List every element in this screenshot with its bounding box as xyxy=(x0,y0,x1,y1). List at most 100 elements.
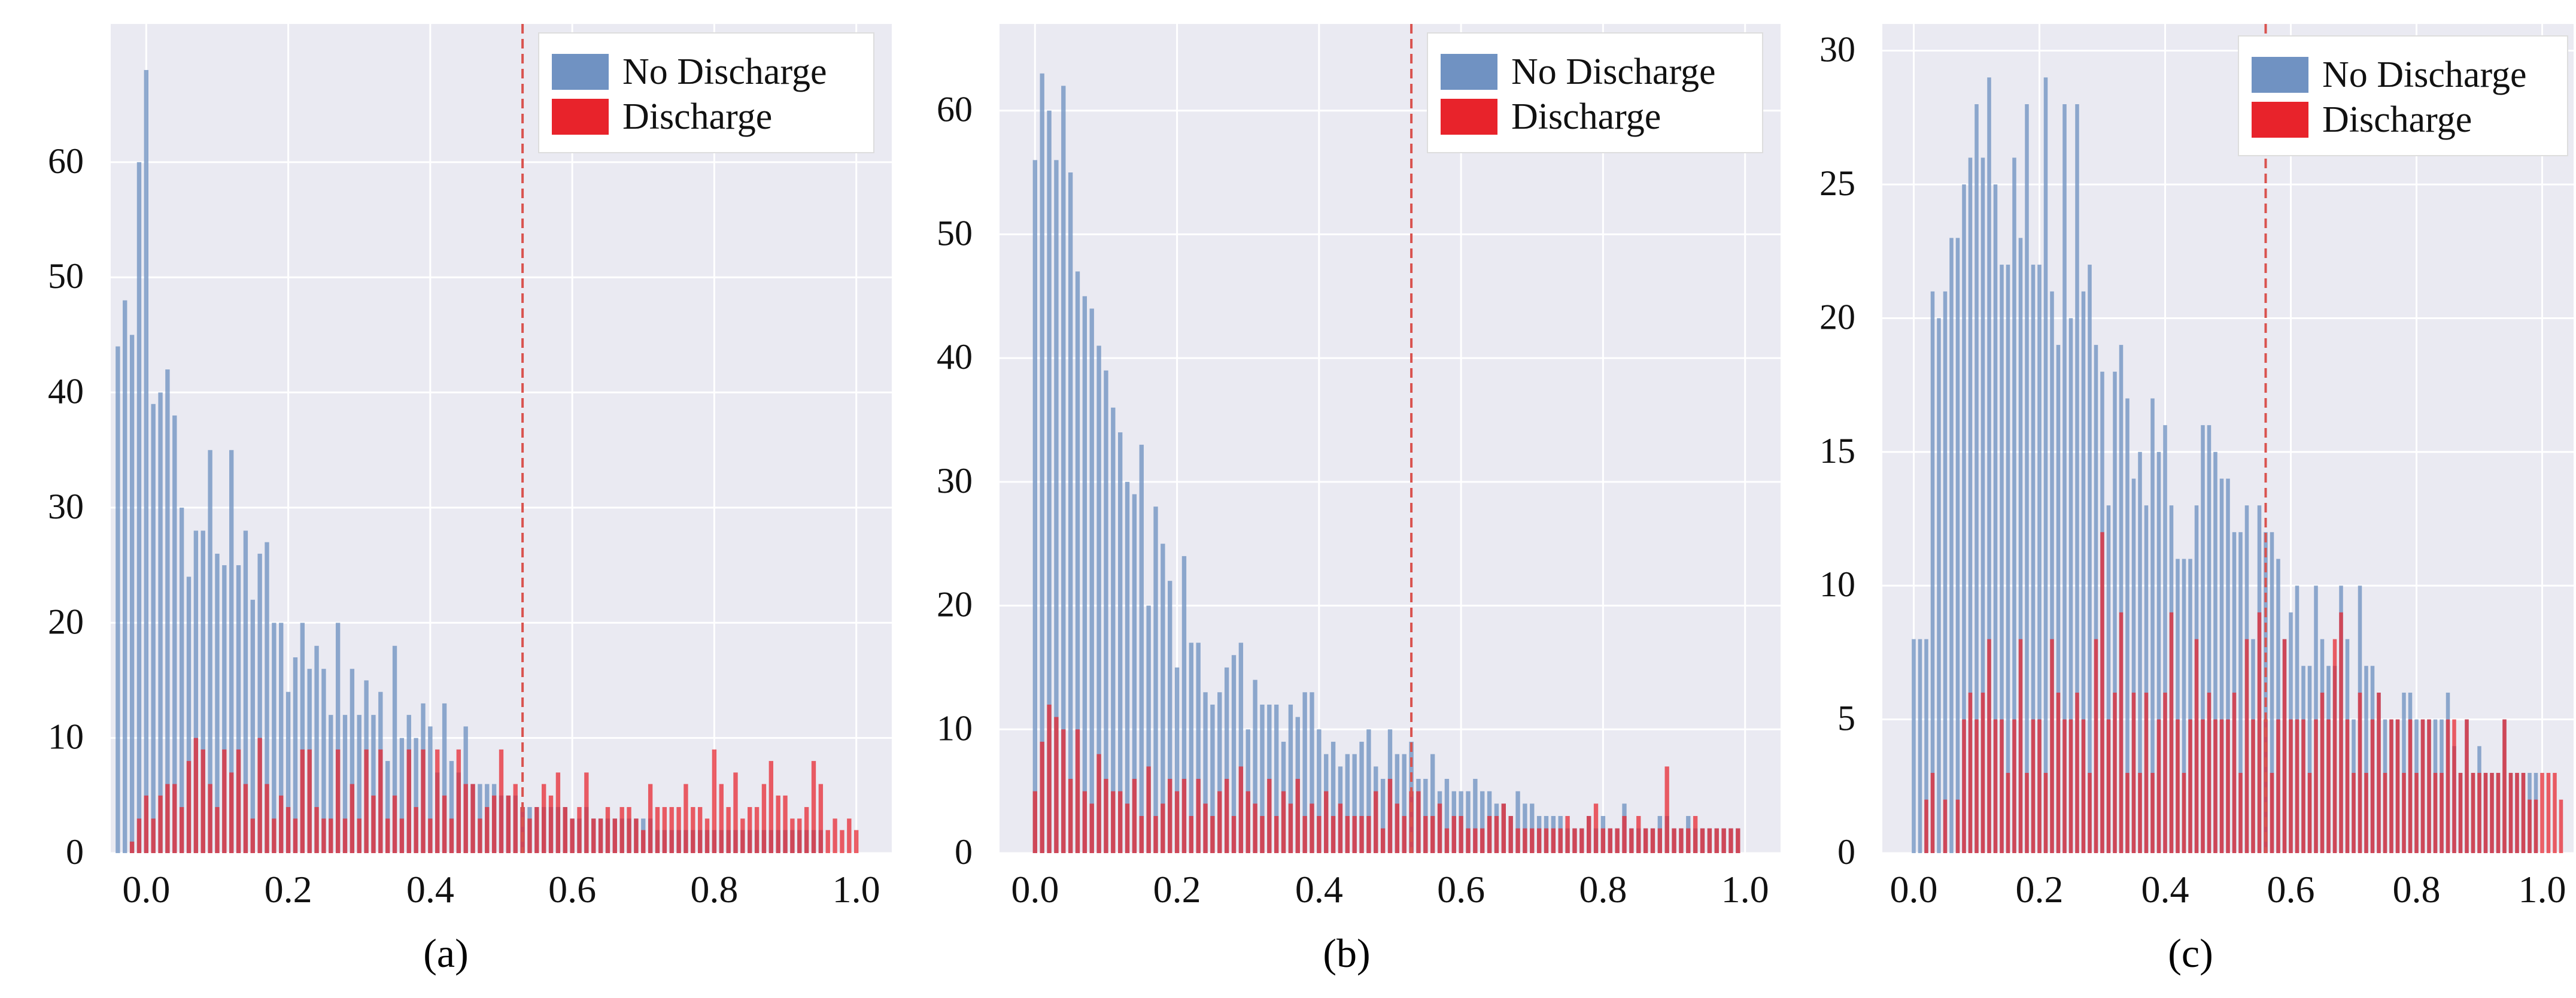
bar-no-discharge xyxy=(2144,505,2149,853)
bar-discharge xyxy=(2075,692,2079,853)
bar-no-discharge xyxy=(1987,77,1991,853)
bar-discharge xyxy=(2264,719,2268,853)
bar-discharge xyxy=(2163,692,2167,853)
bar-discharge xyxy=(1494,815,1499,853)
bar-discharge xyxy=(513,784,518,853)
bar-no-discharge xyxy=(193,530,199,853)
bar-no-discharge xyxy=(1444,778,1450,853)
bar-discharge xyxy=(1530,828,1535,853)
bar-discharge xyxy=(2144,692,2149,853)
bar-no-discharge xyxy=(1054,160,1059,853)
tick-labels: 0.0 0.2 0.4 0.6 0.8 1.0 0 5 10 15 20 25 30 xyxy=(1819,30,2566,911)
bar-discharge xyxy=(2546,772,2551,853)
bar-discharge xyxy=(584,772,589,853)
bar-discharge xyxy=(1608,828,1612,853)
bar-no-discharge xyxy=(250,599,255,853)
bar-no-discharge xyxy=(1345,754,1350,853)
bar-no-discharge xyxy=(1189,642,1193,853)
bar-no-discharge xyxy=(1111,407,1116,853)
bar-no-discharge xyxy=(1040,73,1044,854)
bar-no-discharge xyxy=(1974,104,1979,854)
bar-discharge xyxy=(1686,828,1691,853)
bar-discharge xyxy=(2383,772,2387,853)
y-tick-label: 20 xyxy=(48,602,84,641)
bar-discharge xyxy=(2553,772,2557,853)
bar-discharge xyxy=(1146,766,1151,853)
x-tick-label: 0.0 xyxy=(1011,868,1059,911)
bar-discharge xyxy=(449,818,454,853)
plot-background xyxy=(1000,24,1781,853)
bar-no-discharge xyxy=(123,300,127,854)
bar-discharge xyxy=(2358,692,2362,853)
bar-no-discharge xyxy=(2182,559,2186,853)
bar-discharge xyxy=(435,749,440,853)
bar-discharge xyxy=(1736,828,1740,853)
bar-no-discharge xyxy=(2138,451,2142,853)
y-tick-label: 0 xyxy=(955,832,973,872)
bar-discharge xyxy=(2377,692,2381,853)
bar-discharge xyxy=(2081,719,2086,853)
bar-no-discharge xyxy=(293,657,298,853)
bar-no-discharge xyxy=(2150,398,2155,853)
bar-discharge xyxy=(478,818,482,853)
bar-discharge xyxy=(144,795,148,853)
x-tick-label: 0.8 xyxy=(1579,868,1627,911)
bar-discharge xyxy=(2012,719,2016,853)
bar-no-discharge xyxy=(1139,444,1144,853)
bar-discharge xyxy=(2270,772,2274,853)
bar-discharge xyxy=(1338,803,1343,853)
bars xyxy=(1032,73,1740,854)
bar-discharge xyxy=(2534,799,2538,853)
bar-discharge xyxy=(1974,719,1979,853)
bar-no-discharge xyxy=(1089,308,1094,853)
x-tick-label: 1.0 xyxy=(2519,868,2566,911)
bar-discharge xyxy=(2244,639,2249,853)
bar-no-discharge xyxy=(342,715,348,853)
bar-discharge xyxy=(2483,772,2488,853)
bar-discharge xyxy=(1352,815,1357,853)
bar-discharge xyxy=(1317,815,1322,853)
bar-discharge xyxy=(428,818,433,853)
bar-discharge xyxy=(1068,778,1073,853)
bar-no-discharge xyxy=(229,450,234,853)
y-tick-label: 25 xyxy=(1819,163,1855,203)
y-tick-label: 5 xyxy=(1837,699,1855,738)
bar-discharge xyxy=(1572,828,1577,853)
bar-discharge xyxy=(2440,772,2444,853)
bar-discharge xyxy=(1168,778,1172,853)
bar-discharge xyxy=(811,761,816,853)
bar-discharge xyxy=(704,818,710,853)
bar-no-discharge xyxy=(1168,581,1172,853)
bar-no-discharge xyxy=(1132,494,1137,853)
legend-swatch-discharge xyxy=(552,99,609,135)
bar-discharge xyxy=(1600,828,1606,853)
bar-discharge xyxy=(2508,772,2513,853)
bar-no-discharge xyxy=(1210,704,1215,853)
bar-discharge xyxy=(208,784,212,853)
bar-discharge xyxy=(1714,828,1719,853)
y-tick-label: 40 xyxy=(937,337,973,377)
bar-discharge xyxy=(1657,828,1662,853)
bar-discharge xyxy=(2232,692,2237,853)
bar-discharge xyxy=(463,784,468,853)
bar-discharge xyxy=(385,818,390,853)
legend-label-discharge: Discharge xyxy=(622,96,772,137)
bar-no-discharge xyxy=(1231,655,1237,853)
bar-discharge xyxy=(1096,754,1101,853)
bar-discharge xyxy=(2125,772,2130,853)
bar-discharge xyxy=(1380,828,1386,853)
x-tick-label: 0.2 xyxy=(1153,868,1201,911)
bar-no-discharge xyxy=(1104,370,1108,853)
bar-no-discharge xyxy=(1937,318,1941,853)
bar-discharge xyxy=(1515,828,1520,853)
bar-no-discharge xyxy=(201,530,205,853)
bar-discharge xyxy=(1111,791,1116,853)
bar-discharge xyxy=(1075,729,1080,853)
bar-no-discharge xyxy=(186,577,192,853)
bar-discharge xyxy=(1968,692,1973,853)
bar-discharge xyxy=(790,818,795,853)
bar-no-discharge xyxy=(208,450,212,853)
bar-discharge xyxy=(1387,778,1393,853)
bar-discharge xyxy=(655,807,660,853)
bar-no-discharge xyxy=(2062,104,2067,854)
